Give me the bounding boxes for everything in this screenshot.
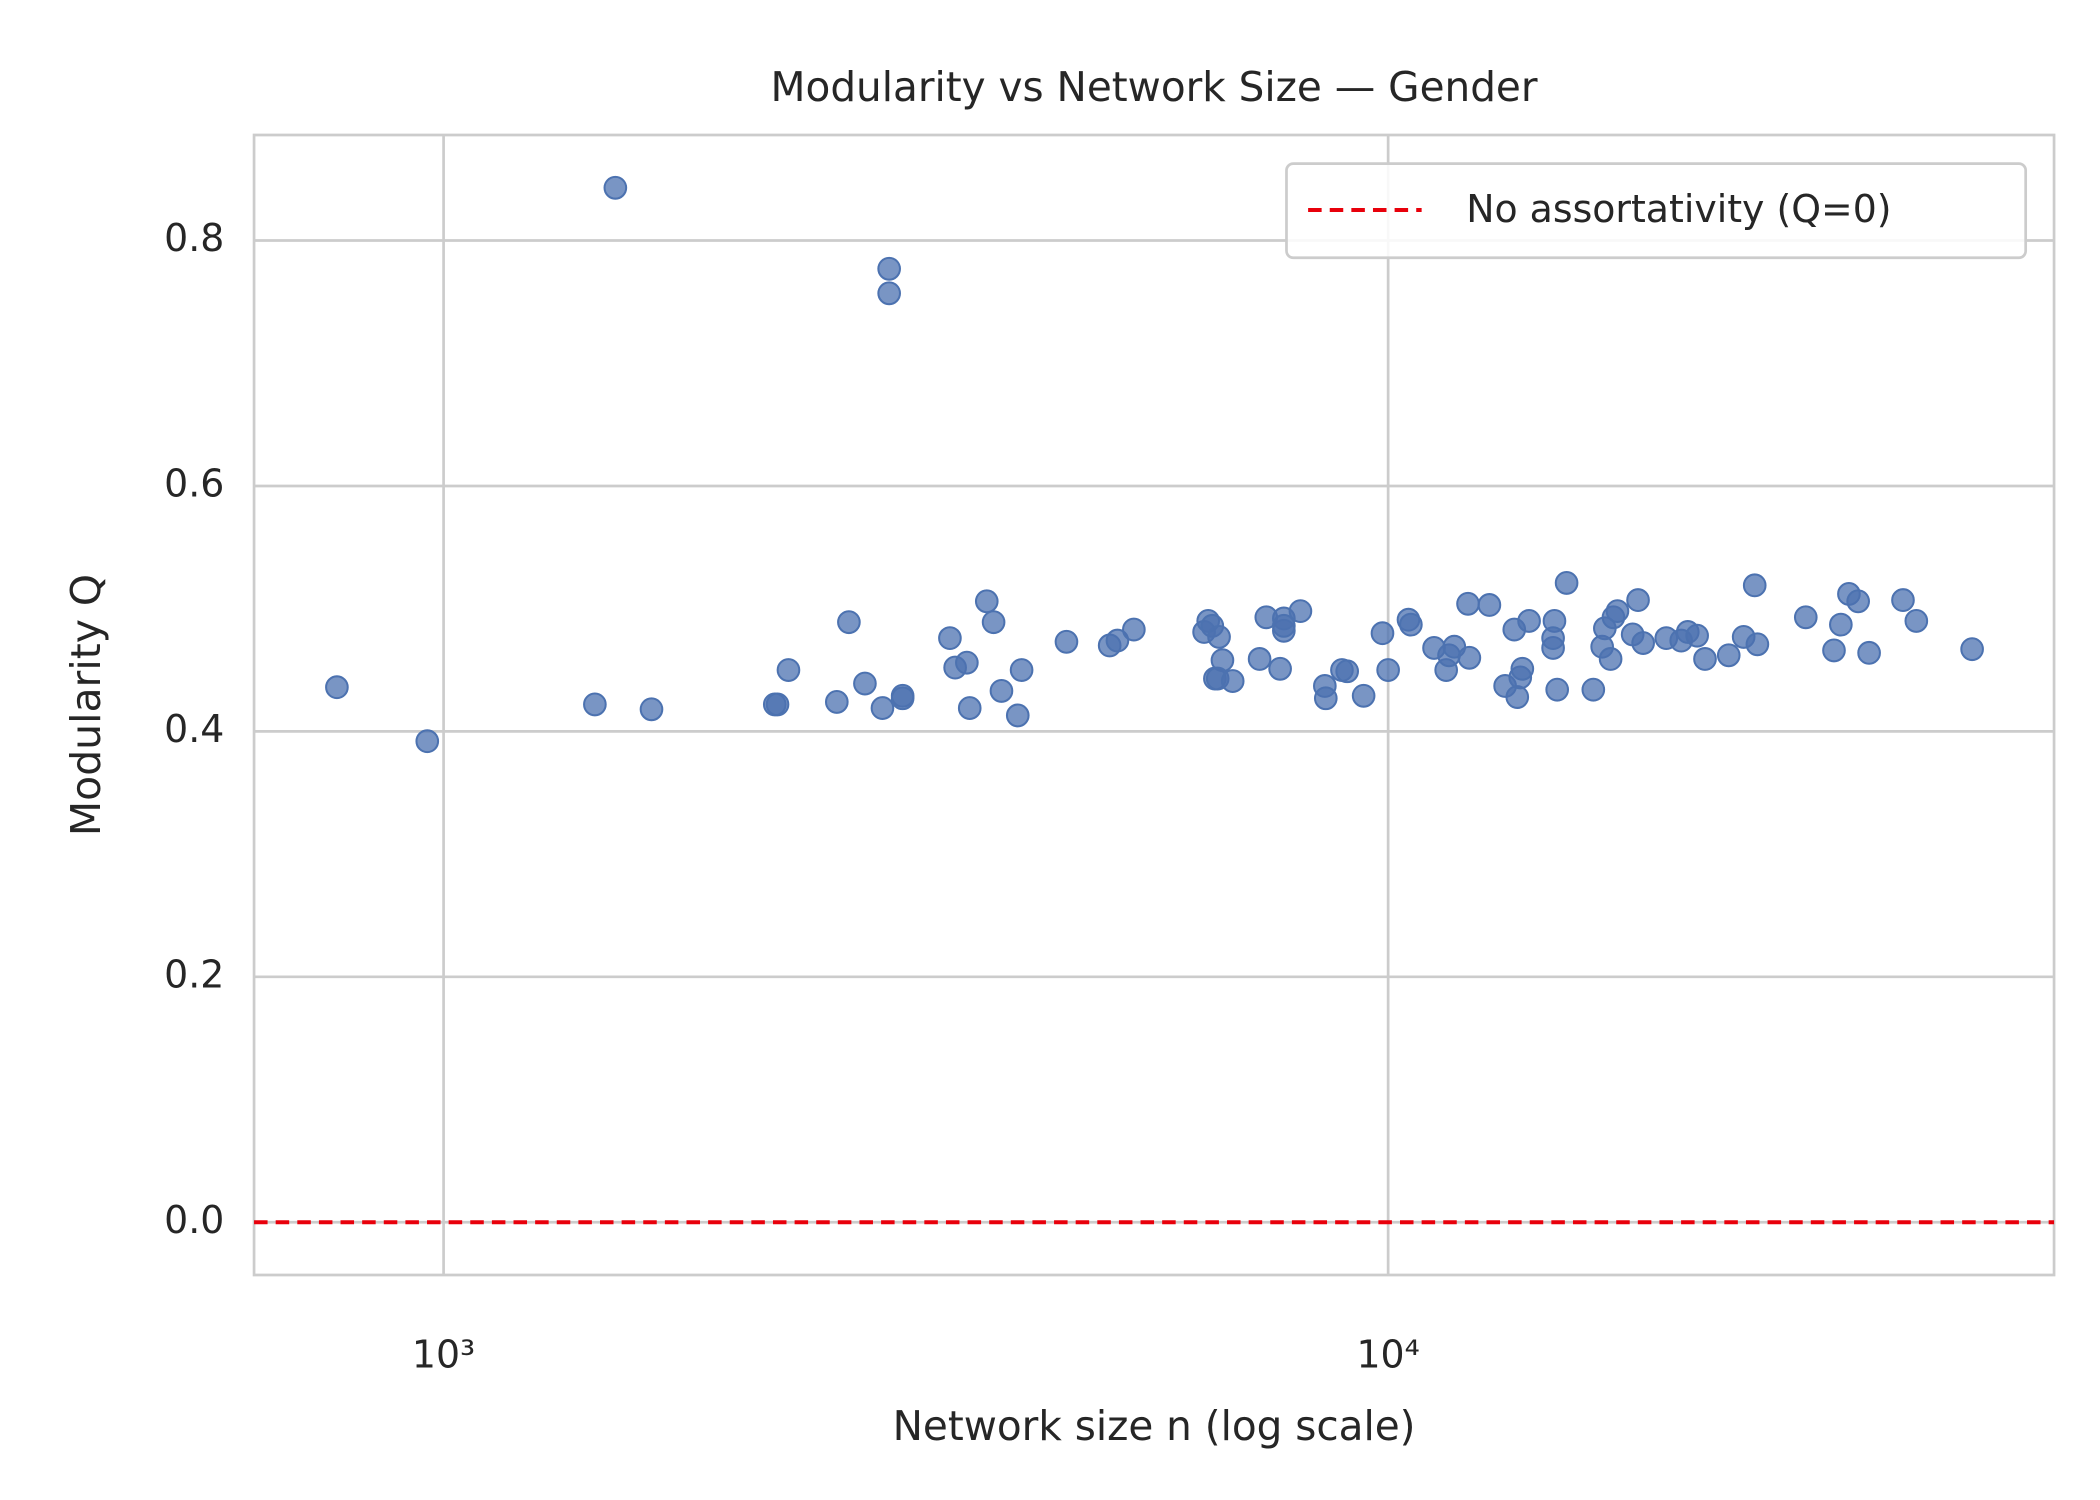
point (1904, 609, 1929, 633)
chart-title: Modularity vs Network Size — Gender (771, 63, 1538, 111)
point (325, 675, 349, 700)
point (415, 729, 440, 754)
point (1822, 638, 1846, 663)
point (1247, 647, 1272, 671)
point (853, 671, 877, 696)
point (957, 696, 982, 720)
point (1457, 645, 1482, 670)
legend-label: No assortativity (Q=0) (1466, 187, 1891, 231)
point (1626, 588, 1650, 613)
point (1716, 643, 1741, 668)
point (890, 686, 915, 711)
point (981, 610, 1006, 635)
point (1605, 599, 1630, 624)
point (1477, 593, 1502, 617)
point (1335, 659, 1360, 684)
point (1054, 629, 1079, 654)
point (837, 610, 861, 635)
legend-box (1285, 162, 2028, 260)
point (1351, 683, 1376, 708)
point (1685, 623, 1709, 648)
point (1857, 640, 1881, 665)
point (1742, 573, 1767, 598)
point (639, 697, 664, 722)
point (1288, 599, 1313, 624)
point (955, 650, 979, 675)
point (1456, 591, 1480, 616)
point (1505, 685, 1530, 709)
point (1745, 632, 1770, 657)
point (1846, 589, 1870, 614)
point (1272, 613, 1296, 638)
point (1581, 677, 1606, 702)
point (1370, 621, 1395, 646)
point (974, 589, 999, 614)
point (765, 692, 790, 717)
point (776, 658, 801, 682)
point (989, 678, 1014, 703)
y-tick-label: 0.0 (164, 1198, 224, 1242)
point (1631, 631, 1655, 655)
point (1960, 637, 1984, 662)
x-tick-label: 10³ (412, 1332, 475, 1376)
x-tick-label: 10⁴ (1356, 1332, 1419, 1376)
point (1009, 658, 1034, 682)
point (1554, 570, 1579, 595)
y-tick-label: 0.4 (164, 707, 224, 751)
y-axis-label: Modularity Q (62, 574, 110, 836)
point (603, 175, 628, 200)
point (1541, 626, 1565, 651)
point (1510, 656, 1535, 681)
point (1220, 669, 1245, 694)
point (1313, 686, 1338, 711)
point (824, 690, 849, 714)
point (1829, 612, 1853, 637)
y-tick-label: 0.8 (164, 216, 224, 260)
y-tick-label: 0.2 (164, 952, 224, 996)
point (1376, 658, 1400, 682)
point (1598, 647, 1623, 671)
point (1793, 605, 1818, 630)
point (1105, 628, 1130, 653)
point (877, 281, 901, 306)
point (1891, 588, 1915, 613)
point (1693, 647, 1717, 671)
point (1122, 617, 1146, 642)
point (1545, 677, 1570, 702)
point (938, 626, 962, 651)
x-axis-label: Network size n (log scale) (893, 1402, 1416, 1450)
point (1207, 624, 1231, 649)
point (870, 696, 895, 720)
point (1268, 656, 1292, 681)
y-tick-label: 0.6 (164, 461, 224, 505)
point (1005, 703, 1030, 728)
point (583, 692, 607, 717)
point (877, 256, 901, 281)
point (1399, 612, 1423, 637)
plot-area (252, 133, 2056, 1277)
point (1517, 609, 1541, 633)
